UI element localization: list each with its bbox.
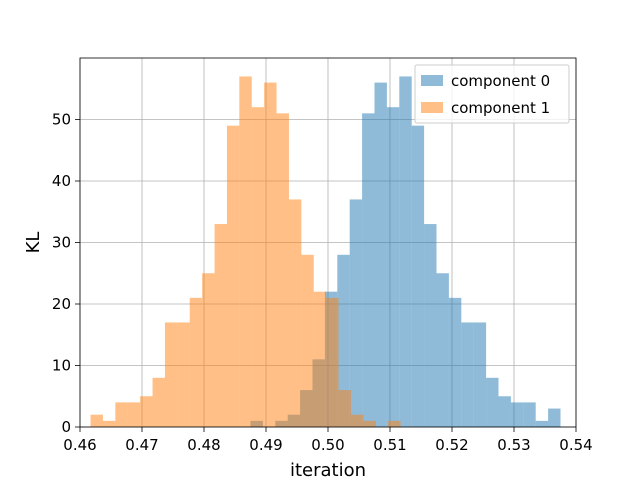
histogram-bar-component-0	[349, 199, 363, 427]
histogram-bar-component-0	[461, 322, 474, 427]
histogram-bar-component-0	[510, 402, 524, 427]
histogram-bar-component-1	[164, 322, 178, 427]
x-tick-label: 0.52	[435, 436, 468, 454]
x-tick-label: 0.53	[497, 436, 530, 454]
y-tick-label: 20	[52, 295, 71, 313]
y-tick-label: 0	[61, 418, 71, 436]
histogram-bar-component-1	[338, 390, 351, 427]
histogram-bar-component-1	[288, 199, 302, 427]
legend-label-component-0: component 0	[451, 72, 550, 90]
histogram-bar-component-1	[127, 402, 141, 427]
y-axis-label: KL	[23, 232, 44, 254]
histogram-bar-component-0	[436, 273, 449, 427]
y-tick-label: 30	[52, 234, 71, 252]
histogram-bar-component-0	[362, 113, 375, 427]
x-tick-label: 0.50	[311, 436, 344, 454]
legend-label-component-1: component 1	[451, 99, 550, 117]
x-tick-label: 0.54	[559, 436, 592, 454]
histogram-bar-component-1	[239, 76, 252, 427]
y-tick-label: 50	[52, 111, 71, 129]
histogram-bar-component-0	[448, 297, 462, 427]
histogram-bar-component-0	[374, 82, 387, 427]
histogram-bar-component-0	[548, 408, 561, 427]
histogram-bar-component-1	[326, 297, 339, 427]
histogram-bar-component-0	[411, 125, 425, 428]
histogram-bar-component-0	[386, 107, 400, 427]
histogram-bar-component-1	[264, 82, 277, 427]
histogram-bar-component-1	[313, 291, 327, 427]
x-tick-label: 0.46	[63, 436, 96, 454]
histogram-bar-component-0	[424, 224, 437, 427]
histogram-bar-component-1	[276, 113, 289, 427]
histogram-bar-component-0	[473, 322, 487, 427]
histogram-bar-component-1	[226, 125, 240, 428]
histogram-bar-component-1	[251, 107, 265, 427]
histogram-bar-component-1	[90, 414, 103, 427]
y-tick-label: 40	[52, 172, 71, 190]
x-axis-ticks: 0.46 0.47 0.48 0.49 0.50 0.51 0.52 0.53 0.54	[63, 427, 593, 454]
x-tick-label: 0.48	[187, 436, 220, 454]
y-tick-label: 10	[52, 357, 71, 375]
legend: component 0 component 1	[414, 64, 570, 124]
histogram-bar-component-1	[350, 414, 364, 427]
histogram-bar-component-1	[363, 420, 376, 427]
legend-box	[414, 64, 570, 124]
histogram-bar-component-1	[388, 420, 401, 427]
legend-swatch-component-1	[421, 102, 443, 113]
histogram-bar-component-1	[115, 402, 128, 427]
histogram-bar-component-0	[337, 254, 350, 427]
histogram-bar-component-0	[498, 396, 511, 427]
histogram-bar-component-1	[189, 297, 203, 427]
histogram-bar-component-0	[399, 76, 412, 427]
histogram-bar-component-1	[102, 420, 116, 427]
histogram-bar-component-1	[301, 254, 314, 427]
histogram-bar-component-1	[214, 224, 227, 427]
histogram-bar-component-1	[152, 377, 165, 427]
x-axis-label: iteration	[290, 460, 366, 480]
histogram-bar-component-0	[486, 377, 499, 427]
histogram-bar-component-0	[535, 420, 549, 427]
histogram-bar-component-1	[140, 396, 153, 427]
x-tick-label: 0.49	[249, 436, 282, 454]
y-axis-ticks: 0 10 20 30 40 50	[52, 111, 80, 436]
histogram-bar-component-0	[523, 402, 536, 427]
bars	[90, 76, 561, 428]
histogram-bar-component-1	[177, 322, 190, 427]
x-tick-label: 0.51	[373, 436, 406, 454]
x-tick-label: 0.47	[125, 436, 158, 454]
histogram-bar-component-1	[202, 273, 215, 427]
legend-swatch-component-0	[421, 75, 443, 86]
